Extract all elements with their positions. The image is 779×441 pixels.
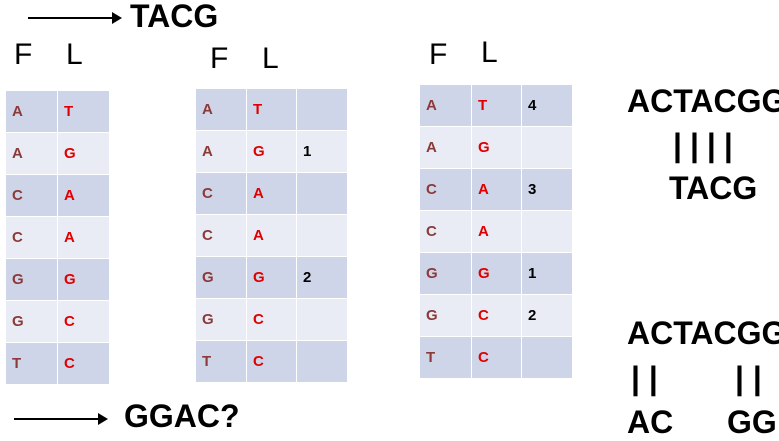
f-cell: C [195, 172, 247, 215]
l-cell: A [246, 214, 297, 257]
rank-cell [296, 298, 348, 341]
f-cell: T [5, 342, 58, 385]
f-cell: A [5, 90, 58, 133]
rank-cell [521, 336, 573, 379]
l-cell: C [246, 298, 297, 341]
rank-cell [296, 172, 348, 215]
rank-cell [296, 88, 348, 131]
f-cell: C [419, 168, 472, 211]
rank-cell [296, 340, 348, 383]
l-cell: T [246, 88, 297, 131]
rank-cell: 2 [296, 256, 348, 299]
table3-header-f: F [429, 38, 448, 71]
f-cell: C [419, 210, 472, 253]
rank-cell [521, 210, 573, 253]
f-cell: G [419, 252, 472, 295]
alignment-top-bars: |||| [673, 127, 741, 163]
l-cell: T [57, 90, 110, 133]
l-cell: C [471, 294, 522, 337]
f-cell: C [5, 216, 58, 259]
l-cell: C [246, 340, 297, 383]
alignment-bottom-reference: ACTACGG [627, 315, 779, 351]
f-cell: C [195, 214, 247, 257]
f-cell: G [5, 300, 58, 343]
rank-cell: 2 [521, 294, 573, 337]
f-cell: A [419, 84, 472, 127]
table2-header-f: F [210, 42, 229, 75]
table3-header-l: L [481, 36, 498, 69]
table2-header-l: L [262, 42, 279, 75]
l-cell: T [471, 84, 522, 127]
f-cell: A [195, 130, 247, 173]
alignment-top-query: TACG [669, 170, 758, 206]
top-arrow [28, 12, 122, 24]
f-cell: T [195, 340, 247, 383]
l-cell: G [57, 258, 110, 301]
rank-cell: 1 [296, 130, 348, 173]
rank-cell: 3 [521, 168, 573, 211]
alignment-top-reference: ACTACGG [627, 83, 779, 119]
f-cell: G [5, 258, 58, 301]
f-cell: A [195, 88, 247, 131]
f-cell: G [419, 294, 472, 337]
top-arrow-label: TACG [130, 0, 219, 34]
rank-cell: 4 [521, 84, 573, 127]
l-cell: C [471, 336, 522, 379]
bottom-arrow-label: GGAC? [124, 398, 240, 434]
l-cell: A [57, 174, 110, 217]
bottom-arrow [14, 413, 108, 425]
l-cell: A [246, 172, 297, 215]
rank-cell: 1 [521, 252, 573, 295]
f-cell: G [195, 298, 247, 341]
l-cell: G [471, 126, 522, 169]
f-cell: G [195, 256, 247, 299]
l-cell: C [57, 300, 110, 343]
f-cell: T [419, 336, 472, 379]
l-cell: G [471, 252, 522, 295]
l-cell: C [57, 342, 110, 385]
f-cell: A [5, 132, 58, 175]
f-cell: C [5, 174, 58, 217]
alignment-bottom-bars-left: | | [631, 360, 658, 396]
l-cell: A [57, 216, 110, 259]
alignment-bottom-query-right: GG [727, 404, 777, 440]
l-cell: A [471, 168, 522, 211]
alignment-bottom-query-left: AC [627, 404, 674, 440]
alignment-bottom-bars-right: | | [735, 360, 762, 396]
l-cell: A [471, 210, 522, 253]
l-cell: G [246, 130, 297, 173]
f-cell: A [419, 126, 472, 169]
table1-header-l: L [66, 38, 83, 71]
table1-header-f: F [14, 38, 33, 71]
rank-cell [296, 214, 348, 257]
l-cell: G [246, 256, 297, 299]
l-cell: G [57, 132, 110, 175]
rank-cell [521, 126, 573, 169]
